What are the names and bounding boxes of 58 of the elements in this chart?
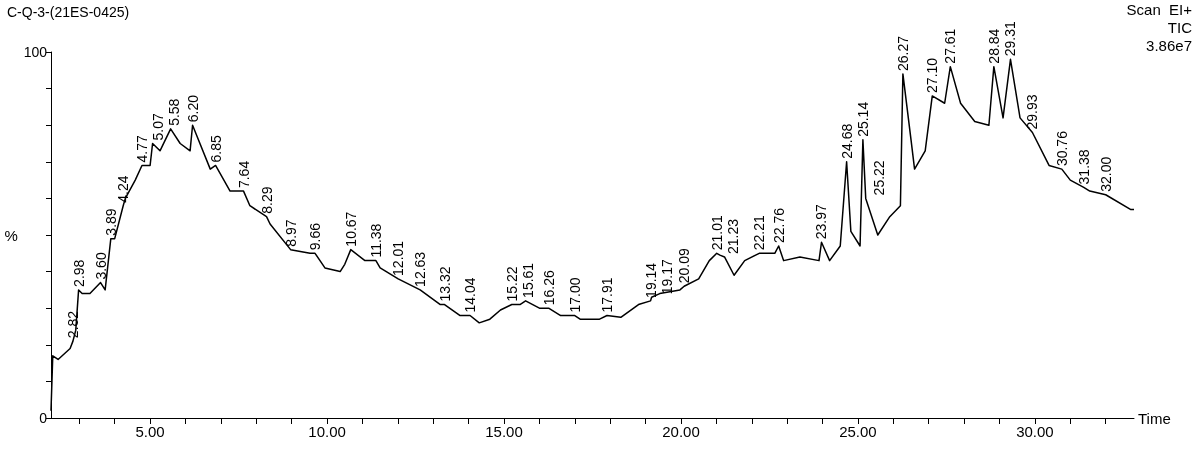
annotation: 21.01 (708, 215, 725, 251)
x-tick-label: 15.00 (485, 423, 523, 440)
annotation: 22.76 (770, 207, 787, 243)
annotation: 14.04 (462, 277, 479, 313)
annotation: 4.24 (115, 175, 132, 203)
x-tick-label: 5.00 (135, 423, 165, 440)
annotation: 11.38 (367, 223, 384, 258)
annotation: 7.64 (235, 160, 252, 189)
annotation: 28.84 (985, 28, 1002, 64)
annotation: 6.20 (184, 94, 201, 123)
annotation: 15.22 (503, 266, 520, 302)
annotation: 12.63 (412, 251, 429, 287)
annotation: 19.14 (642, 262, 659, 298)
annotation: 3.89 (102, 208, 119, 236)
annotation: 20.09 (676, 247, 693, 284)
annotation: 9.66 (307, 222, 324, 251)
text: Scan EI+ (1126, 1, 1193, 18)
x-tick-label: 20.00 (662, 423, 700, 440)
annotation: 5.58 (165, 98, 182, 126)
annotation: 4.77 (133, 135, 150, 163)
annotation: 13.32 (436, 266, 453, 302)
annotation: 23.97 (813, 204, 830, 240)
annotation: 21.23 (724, 218, 741, 254)
annotation: 29.31 (1002, 21, 1019, 57)
annotation: 24.68 (838, 123, 855, 159)
x-tick-label: 30.00 (1016, 423, 1054, 440)
annotation: 15.61 (519, 262, 536, 298)
annotation: 32.00 (1097, 156, 1114, 192)
x-tick-label: 10.00 (308, 423, 346, 440)
annotation: 8.97 (282, 219, 299, 247)
annotation: 3.60 (92, 252, 109, 280)
annotation: 16.26 (540, 269, 557, 306)
annotation: 12.01 (390, 240, 407, 276)
annotation: 8.29 (258, 186, 275, 214)
annotation: 25.22 (870, 160, 887, 196)
text: 3.86e7 (1146, 37, 1192, 54)
annotation: 10.67 (342, 211, 359, 247)
annotation: 29.93 (1024, 94, 1041, 130)
annotation: 25.14 (854, 101, 871, 137)
y-tick-label: 0 (39, 410, 48, 426)
x-tick-label: 25.00 (839, 423, 877, 440)
y-axis-title: % (4, 226, 18, 244)
y-tick-label: 100 (23, 44, 48, 60)
x-axis-title: Time (1138, 409, 1171, 427)
annotation: 19.17 (658, 258, 675, 295)
annotation: 17.00 (566, 277, 583, 313)
annotation: 26.27 (894, 35, 911, 71)
annotation: 30.76 (1053, 130, 1070, 167)
text: TIC (1167, 19, 1193, 36)
annotation: 5.07 (149, 113, 166, 141)
annotation: 22.21 (751, 215, 768, 251)
annotation: 27.61 (942, 28, 959, 64)
annotation: 31.38 (1075, 149, 1092, 185)
annotation: 17.91 (599, 277, 616, 313)
annotation: 6.85 (207, 135, 224, 163)
annotation: 2.98 (70, 259, 87, 287)
chart-title: C-Q-3-(21ES-0425) (7, 4, 130, 20)
annotation: 27.10 (924, 57, 941, 93)
